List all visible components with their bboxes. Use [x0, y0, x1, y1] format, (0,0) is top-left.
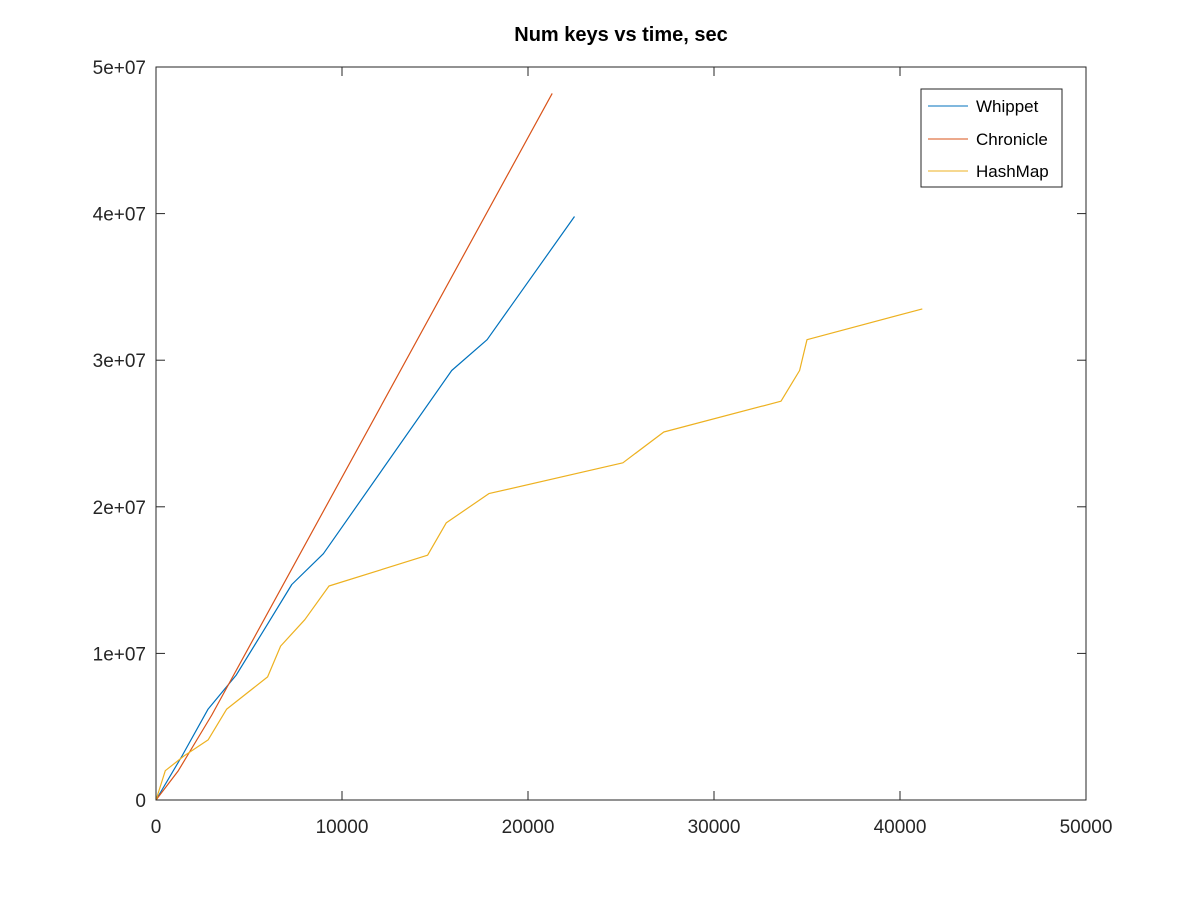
y-tick-label: 2e+07: [93, 498, 146, 519]
legend: Whippet Chronicle HashMap: [920, 88, 1063, 188]
chart-title: Num keys vs time, sec: [514, 24, 727, 46]
legend-label-chronicle: Chronicle: [976, 130, 1048, 149]
x-tick-label: 0: [151, 817, 162, 838]
y-tick-label: 3e+07: [93, 351, 146, 372]
y-tick-label: 0: [135, 791, 146, 812]
x-tick-label: 50000: [1060, 817, 1113, 838]
series-line-chronicle: [155, 93, 553, 801]
x-tick-label: 10000: [316, 817, 369, 838]
y-tick-label: 5e+07: [93, 58, 146, 79]
x-tick-label: 20000: [502, 817, 555, 838]
y-tick-label: 1e+07: [93, 644, 146, 665]
legend-label-whippet: Whippet: [976, 97, 1039, 116]
x-tick-label: 30000: [688, 817, 741, 838]
legend-label-hashmap: HashMap: [976, 162, 1049, 181]
y-tick-label: 4e+07: [93, 205, 146, 226]
series-line-whippet: [155, 216, 575, 801]
x-tick-label: 40000: [874, 817, 927, 838]
series-line-hashmap: [155, 308, 923, 801]
plot-area-box: [155, 66, 1087, 801]
